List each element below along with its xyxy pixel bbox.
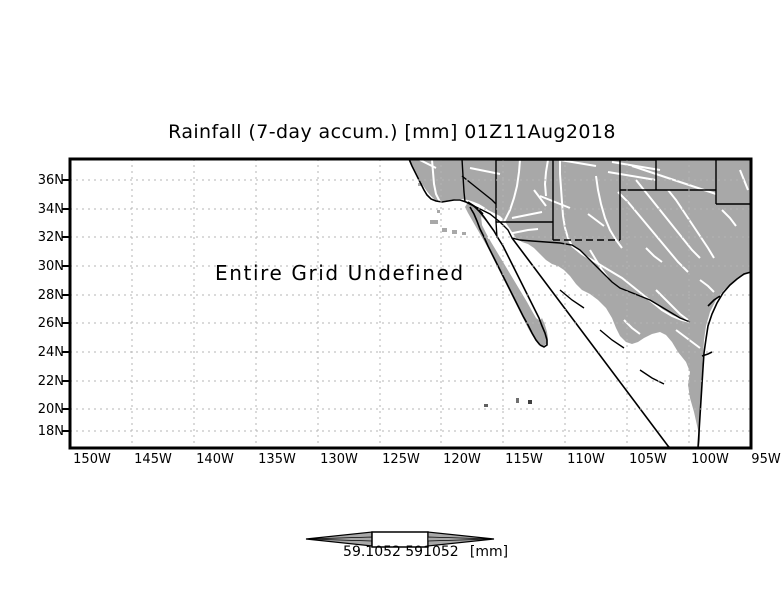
xtick-label-140w: 140W: [196, 452, 234, 467]
border-state-vertical-2: [495, 159, 498, 239]
xtick-label-125w: 125W: [382, 452, 420, 467]
page-title: Rainfall (7-day accum.) [mm] 01Z11Aug201…: [168, 121, 616, 143]
entire-grid-undefined-message: Entire Grid Undefined: [215, 261, 465, 285]
border-state-diagonal-ca: [461, 175, 497, 205]
baja-california-land: [465, 202, 548, 346]
river-misc-7: [587, 213, 605, 227]
ytick-label-26n: 26N: [37, 316, 64, 331]
coast-gulf-of-mexico-texas: [697, 271, 751, 448]
border-us-mexico: [465, 201, 691, 323]
ytick-label-28n: 28N: [37, 288, 64, 303]
coast-baja-west: [467, 201, 548, 348]
river-santiago: [599, 349, 625, 371]
river-salt: [511, 211, 543, 219]
ytick-label-30n: 30N: [37, 259, 64, 274]
river-misc-5: [721, 209, 737, 227]
ytick-label-36n: 36N: [37, 173, 64, 188]
island-speck-6: [528, 400, 532, 404]
xtick-label-110w: 110W: [567, 452, 605, 467]
river-little-colorado: [533, 189, 547, 207]
coast-baja-east: [469, 206, 541, 346]
y-axis-ticks: [62, 179, 70, 432]
river-brazos: [635, 179, 701, 259]
channel-island-4: [462, 232, 466, 235]
river-misc-3: [659, 351, 677, 365]
offshore-speck-1: [418, 183, 422, 186]
xtick-label-145w: 145W: [134, 452, 172, 467]
ytick-label-34n: 34N: [37, 202, 64, 217]
ytick-label-24n: 24N: [37, 345, 64, 360]
ytick-label-20n: 20N: [37, 402, 64, 417]
xtick-label-150w: 150W: [73, 452, 111, 467]
coast-inlet-1: [701, 351, 713, 357]
gridlines-layer: [70, 159, 751, 448]
island-speck-7: [484, 404, 488, 407]
river-canadian: [607, 171, 657, 181]
border-state-vertical-1: [461, 159, 466, 203]
river-snake: [559, 159, 597, 167]
border-mexico-state-1: [559, 289, 585, 309]
river-misc-4: [699, 279, 715, 293]
xtick-label-105w: 105W: [629, 452, 667, 467]
colorbar-units-label: [mm]: [469, 544, 509, 560]
coast-california-pacific: [408, 159, 484, 215]
xtick-label-115w: 115W: [505, 452, 543, 467]
river-panuco: [675, 329, 701, 349]
river-pecos: [595, 175, 623, 249]
xtick-label-135w: 135W: [258, 452, 296, 467]
coast-mexico-mainland-west: [511, 237, 671, 448]
river-nueces: [655, 289, 689, 321]
xtick-label-100w: 100W: [691, 452, 729, 467]
river-misc-1: [583, 299, 601, 315]
xtick-label-95w: 95W: [751, 452, 781, 467]
xtick-label-130w: 130W: [320, 452, 358, 467]
colorbar[interactable]: [305, 531, 495, 548]
river-rio-grande-lower: [571, 245, 691, 323]
colorbar-high-tail: [427, 536, 495, 542]
border-mexico-state-3: [639, 369, 665, 385]
coastline-layer: [408, 159, 751, 448]
river-colorado-tx: [617, 191, 689, 273]
ytick-label-22n: 22N: [37, 374, 64, 389]
channel-island-1: [430, 220, 438, 224]
river-trinity: [667, 189, 715, 259]
river-misc-8: [645, 247, 663, 263]
ytick-label-32n: 32N: [37, 230, 64, 245]
colorbar-label-low: 59.1052: [343, 544, 401, 560]
river-green: [543, 159, 549, 197]
offshore-speck-2: [437, 210, 440, 213]
river-fuerte: [539, 299, 559, 323]
river-conchos: [589, 249, 609, 279]
river-grijalva: [699, 417, 721, 429]
river-humboldt: [469, 167, 501, 175]
y-axis-labels: 36N 34N 32N 30N 28N 26N 24N 22N 20N 18N: [20, 0, 64, 439]
channel-island-2: [442, 228, 447, 232]
coast-tamaulipas-notch: [707, 295, 721, 307]
river-mayo: [555, 289, 569, 303]
river-yaqui: [551, 267, 569, 293]
ytick-label-18n: 18N: [37, 424, 64, 439]
colorbar-label-high: 591052: [405, 544, 459, 560]
xtick-label-120w: 120W: [443, 452, 481, 467]
river-balsas: [619, 409, 651, 425]
river-san-juan: [539, 195, 571, 209]
channel-island-3: [452, 230, 457, 234]
river-klamath: [419, 159, 437, 169]
plot-frame: [68, 157, 753, 450]
river-sonora: [527, 247, 541, 265]
border-mexico-state-2: [599, 329, 625, 349]
north-america-land: [409, 159, 751, 448]
island-speck-5: [516, 398, 519, 403]
gulf-of-mexico-water: [700, 272, 751, 448]
river-lerma: [631, 379, 663, 393]
